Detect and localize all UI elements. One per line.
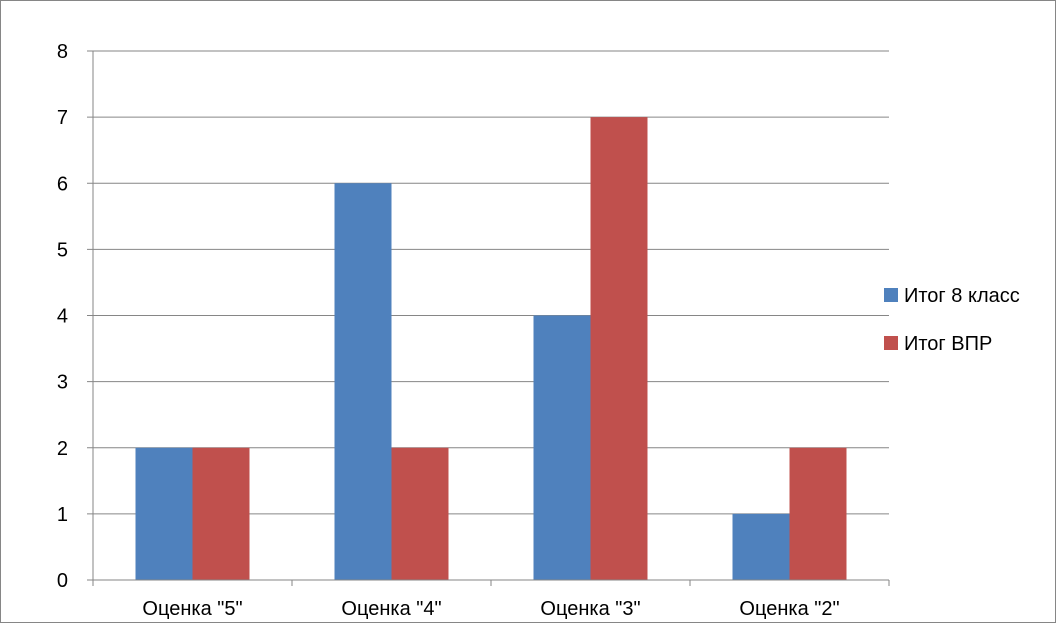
bar xyxy=(334,183,392,580)
bar xyxy=(192,447,250,580)
y-tick-label: 8 xyxy=(57,41,68,63)
x-tick-labels: Оценка "5" Оценка "4" Оценка "3" Оценка "2" xyxy=(142,598,839,620)
y-tick-label: 7 xyxy=(57,107,68,129)
bar xyxy=(533,315,591,580)
legend-label: Итог ВПР xyxy=(904,333,992,355)
axes xyxy=(87,50,890,586)
gridlines xyxy=(93,50,889,515)
y-tick-label: 4 xyxy=(57,306,68,328)
y-tick-label: 5 xyxy=(57,239,68,261)
bar xyxy=(135,447,193,580)
y-tick-labels: 0 1 2 3 4 5 6 7 8 xyxy=(57,41,68,592)
y-tick-label: 0 xyxy=(57,570,68,592)
x-tick-label: Оценка "2" xyxy=(739,598,839,620)
bar xyxy=(391,447,449,580)
legend: Итог 8 класс Итог ВПР xyxy=(884,285,1020,355)
y-tick-label: 2 xyxy=(57,438,68,460)
x-tick-label: Оценка "3" xyxy=(540,598,640,620)
legend-swatch xyxy=(884,336,898,350)
y-tick-label: 1 xyxy=(57,504,68,526)
y-tick-label: 6 xyxy=(57,173,68,195)
x-tick-label: Оценка "4" xyxy=(341,598,441,620)
bar xyxy=(590,117,648,580)
bars xyxy=(135,117,847,580)
bar xyxy=(732,513,790,580)
x-tick-label: Оценка "5" xyxy=(142,598,242,620)
legend-label: Итог 8 класс xyxy=(904,285,1020,307)
bar xyxy=(789,447,847,580)
y-tick-label: 3 xyxy=(57,372,68,394)
legend-swatch xyxy=(884,288,898,302)
